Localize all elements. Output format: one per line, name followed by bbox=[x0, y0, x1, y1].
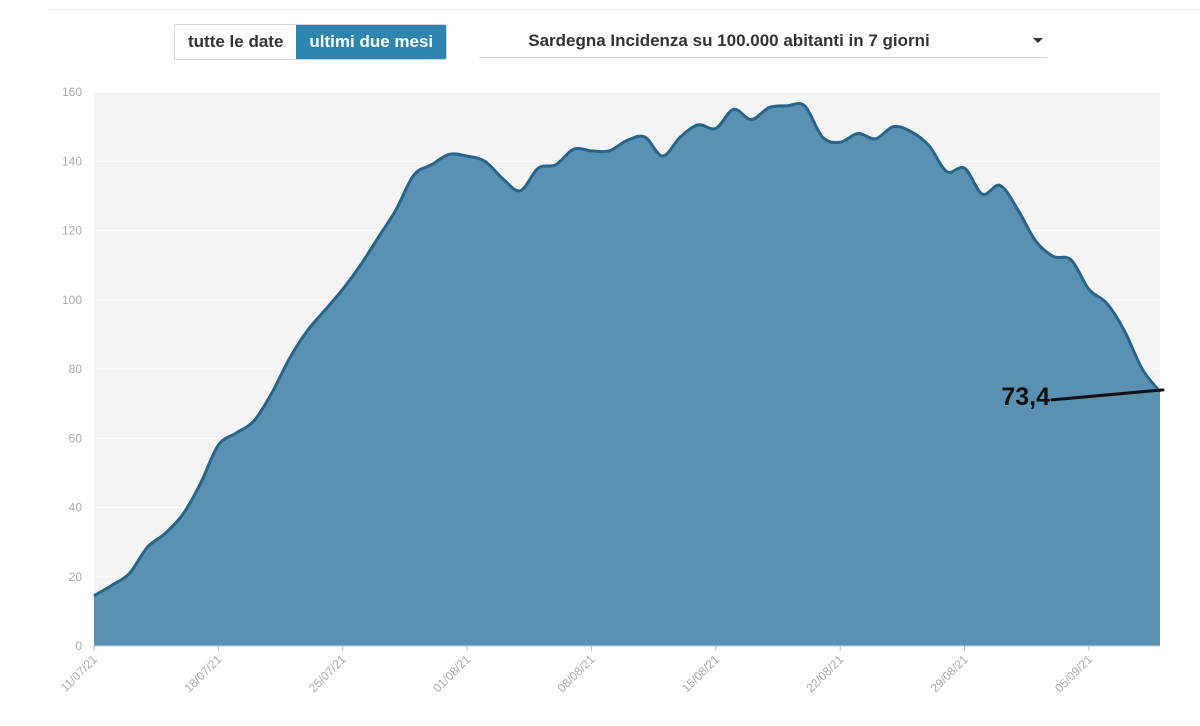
annotation-label: 73,4 bbox=[1001, 383, 1050, 411]
x-tick-label: 08/08/21 bbox=[555, 652, 598, 695]
y-tick-label: 0 bbox=[75, 639, 82, 653]
y-tick-label: 60 bbox=[69, 431, 83, 445]
y-tick-label: 20 bbox=[69, 570, 83, 584]
x-tick-label: 18/07/21 bbox=[182, 652, 225, 695]
y-tick-label: 120 bbox=[62, 224, 82, 238]
area-fill bbox=[94, 103, 1160, 646]
x-tick-label: 15/08/21 bbox=[679, 652, 722, 695]
date-range-toggle: tutte le date ultimi due mesi bbox=[174, 24, 448, 60]
y-axis: 0 20 40 60 80 100 120 140 160 bbox=[62, 85, 82, 653]
top-divider bbox=[48, 9, 1200, 10]
x-tick-label: 29/08/21 bbox=[928, 652, 971, 695]
y-tick-label: 40 bbox=[69, 501, 83, 515]
last-two-months-button[interactable]: ultimi due mesi bbox=[296, 25, 447, 59]
dataset-select-value: Sardegna Incidenza su 100.000 abitanti i… bbox=[528, 31, 930, 50]
dataset-select[interactable]: Sardegna Incidenza su 100.000 abitanti i… bbox=[479, 24, 1047, 58]
y-tick-label: 140 bbox=[62, 154, 82, 168]
annotations: 73,4 bbox=[1001, 383, 1165, 411]
y-tick-label: 100 bbox=[62, 293, 82, 307]
y-tick-label: 80 bbox=[69, 362, 83, 376]
y-tick-label: 160 bbox=[62, 85, 82, 99]
x-tick-label: 25/07/21 bbox=[306, 652, 349, 695]
series-line bbox=[93, 101, 1162, 598]
x-tick-label: 05/09/21 bbox=[1052, 652, 1095, 695]
x-axis: 11/07/21 18/07/21 25/07/21 01/08/21 08/08/21… bbox=[58, 646, 1095, 695]
all-dates-button[interactable]: tutte le date bbox=[175, 25, 297, 59]
x-tick-label: 22/08/21 bbox=[803, 652, 846, 695]
caret-down-icon bbox=[1033, 38, 1043, 43]
x-tick-label: 01/08/21 bbox=[430, 652, 473, 695]
annotation-leader-line bbox=[1050, 388, 1165, 402]
x-tick-label: 11/07/21 bbox=[58, 652, 101, 695]
